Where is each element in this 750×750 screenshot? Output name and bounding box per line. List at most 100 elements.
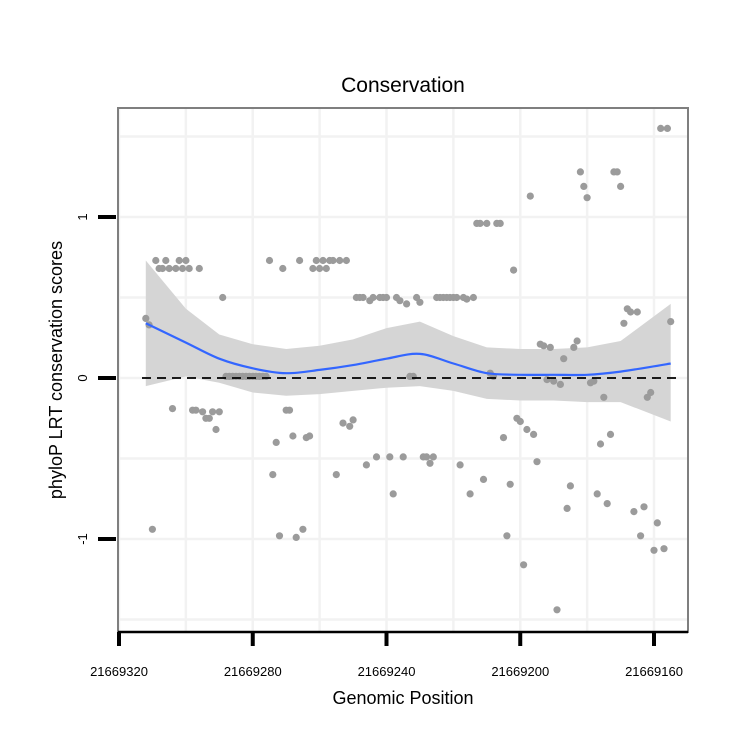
y-tick-label: -1	[75, 533, 90, 545]
x-axis: 21669320 21669280 21669240 21669200 21669160	[90, 630, 688, 679]
data-point	[627, 308, 635, 316]
data-point	[342, 256, 350, 265]
x-tick-label: 21669280	[224, 664, 282, 679]
data-point	[596, 440, 605, 448]
data-point	[530, 430, 538, 438]
x-tick-label: 21669320	[90, 664, 148, 679]
data-point	[553, 606, 561, 614]
data-point	[479, 475, 488, 483]
data-point	[182, 256, 190, 265]
data-point	[570, 343, 578, 351]
data-point	[469, 293, 477, 302]
data-point	[650, 546, 658, 554]
x-axis-label: Genomic Position	[332, 688, 473, 708]
data-point	[540, 342, 548, 350]
data-point	[396, 297, 404, 305]
data-point	[272, 438, 280, 446]
data-point	[322, 264, 330, 273]
data-point	[269, 471, 277, 479]
data-point	[583, 194, 591, 202]
data-point	[148, 525, 156, 533]
data-point	[292, 533, 300, 542]
data-point	[192, 406, 200, 414]
data-point	[593, 490, 601, 498]
data-point	[563, 504, 571, 512]
data-point	[172, 264, 180, 273]
data-point	[382, 293, 391, 302]
data-point	[346, 422, 354, 430]
data-point	[483, 219, 491, 227]
data-point	[168, 405, 177, 413]
y-tick-label: 0	[75, 374, 90, 381]
data-point	[523, 425, 531, 434]
x-tick-label: 21669160	[625, 664, 683, 679]
data-point	[476, 219, 484, 227]
data-point	[332, 471, 340, 479]
data-point	[279, 264, 287, 273]
data-point	[580, 182, 588, 190]
smooth-trend-line	[145, 322, 671, 377]
data-point	[543, 376, 551, 384]
data-point	[426, 459, 434, 467]
data-point	[199, 408, 207, 416]
chart-title: Conservation	[341, 74, 465, 97]
data-point	[600, 393, 608, 401]
data-point	[359, 293, 367, 302]
data-point	[205, 414, 213, 422]
data-point	[185, 264, 193, 273]
data-point	[403, 300, 411, 308]
data-point	[399, 453, 407, 461]
data-point	[590, 377, 598, 385]
data-point	[409, 372, 417, 380]
data-point	[178, 264, 187, 273]
data-point	[289, 432, 297, 440]
data-point	[550, 377, 558, 385]
data-point	[466, 490, 474, 498]
data-point	[212, 425, 220, 434]
data-point	[429, 453, 437, 461]
data-point	[339, 419, 347, 427]
y-axis: -1 0 1	[75, 213, 116, 545]
data-point	[603, 500, 611, 508]
data-point	[296, 256, 304, 265]
data-point	[316, 264, 324, 273]
data-point	[663, 124, 672, 132]
data-point	[499, 434, 508, 442]
data-point	[637, 532, 645, 540]
data-point	[152, 256, 160, 265]
data-point	[349, 416, 357, 424]
data-point	[312, 256, 320, 265]
data-point	[423, 453, 431, 461]
data-point	[262, 372, 270, 380]
data-point	[309, 264, 317, 273]
data-point	[158, 264, 167, 273]
data-point	[506, 480, 514, 488]
data-point	[142, 314, 150, 322]
data-point	[215, 408, 223, 416]
data-point	[576, 168, 585, 176]
data-point	[416, 298, 424, 306]
data-point	[219, 293, 227, 302]
data-point	[162, 256, 170, 265]
data-point	[299, 525, 307, 533]
data-point	[630, 508, 638, 516]
data-point	[195, 264, 203, 273]
data-point	[369, 293, 377, 302]
data-point	[509, 266, 518, 274]
data-point	[463, 295, 471, 303]
data-point	[496, 219, 504, 227]
data-point	[653, 519, 661, 527]
data-point	[389, 490, 397, 498]
data-point	[372, 453, 381, 461]
data-point	[209, 408, 217, 416]
data-point	[453, 293, 461, 302]
data-point	[520, 561, 528, 569]
data-point	[667, 318, 675, 326]
data-point	[640, 503, 648, 511]
data-point	[660, 545, 668, 553]
data-point	[556, 380, 565, 388]
data-point	[516, 417, 524, 426]
confidence-band	[145, 260, 671, 422]
data-point	[275, 532, 284, 540]
data-point	[633, 308, 641, 316]
